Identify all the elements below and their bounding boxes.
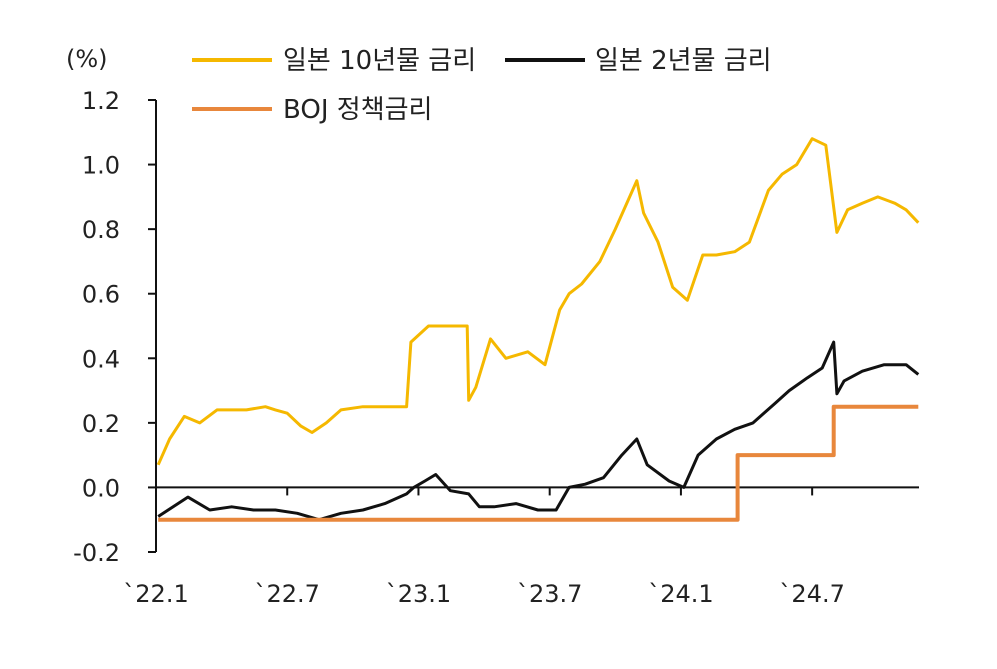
series-line-10y — [156, 137, 920, 466]
legend-item-2y: 일본 2년물 금리 — [505, 46, 772, 76]
x-tick-label: `22.1 — [123, 580, 188, 608]
legend-label-boj: BOJ 정책금리 — [283, 95, 432, 125]
x-tick-label: `23.7 — [517, 580, 582, 608]
x-tick-label: `24.1 — [648, 580, 713, 608]
x-tick-label: `24.7 — [779, 580, 844, 608]
y-tick-label: -0.2 — [73, 539, 120, 567]
legend-label-10y: 일본 10년물 금리 — [283, 46, 476, 76]
y-tick-label: 1.0 — [82, 152, 120, 180]
legend: 일본 10년물 금리 일본 2년물 금리 BOJ 정책금리 — [192, 46, 772, 125]
y-tick-label: 0.4 — [82, 345, 120, 373]
y-tick-label: 0.0 — [82, 474, 120, 502]
legend-item-10y: 일본 10년물 금리 — [192, 46, 476, 76]
series-layer — [156, 137, 920, 522]
y-tick-label: 0.8 — [82, 216, 120, 244]
y-tick-label: 0.2 — [82, 410, 120, 438]
series-line-boj — [158, 404, 919, 522]
x-tick-label: `23.1 — [386, 580, 451, 608]
y-tick-label: 0.6 — [82, 281, 120, 309]
y-tick-label: 1.2 — [82, 87, 120, 115]
legend-label-2y: 일본 2년물 금리 — [595, 46, 772, 76]
legend-item-boj: BOJ 정책금리 — [192, 95, 432, 125]
series-line-2y — [157, 340, 920, 522]
y-unit-label: (%) — [66, 45, 108, 73]
axes: 1.2 1.0 0.8 0.6 0.4 0.2 0.0 -0.2`22.1 `22.7 `23.1… — [73, 87, 919, 608]
x-tick-label: `22.7 — [255, 580, 320, 608]
